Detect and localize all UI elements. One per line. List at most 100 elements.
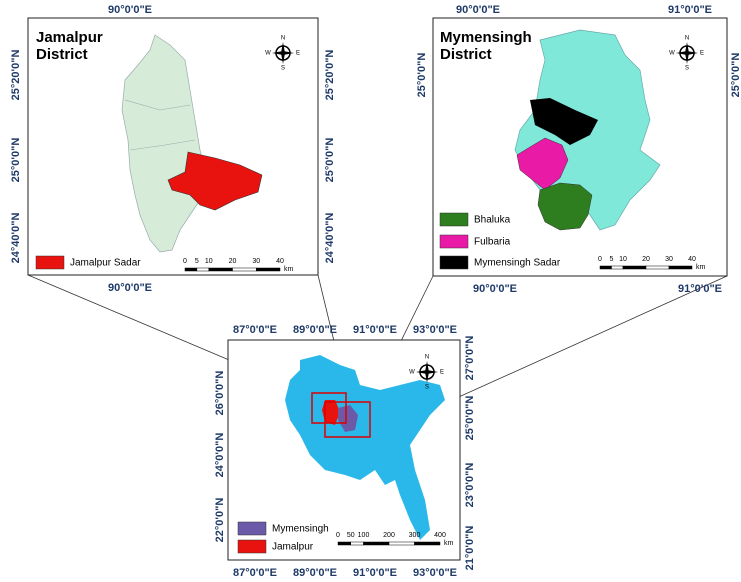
scale-bar-segment	[350, 541, 364, 546]
longitude-label: 89°0'0"E	[293, 324, 337, 336]
legend-swatch	[35, 255, 65, 270]
scale-label: 400	[434, 532, 446, 539]
legend-label: Fulbaria	[474, 237, 511, 248]
latitude-label: 25°0'0"N	[324, 138, 336, 183]
longitude-label: 87°0'0"E	[233, 567, 277, 579]
latitude-label: 27°0'0"N	[464, 336, 476, 381]
compass-letter: S	[281, 66, 285, 72]
scale-unit: km	[444, 540, 454, 547]
scale-label: 300	[409, 532, 421, 539]
mymensingh-sadar	[530, 98, 598, 145]
scale-label: 0	[336, 532, 340, 539]
compass-letter: S	[685, 66, 689, 72]
inset-box	[324, 401, 371, 438]
compass-letter: W	[409, 370, 415, 376]
scale-bar-segment	[645, 265, 670, 270]
legend-label: Bhaluka	[474, 215, 511, 226]
scale-label: 10	[205, 258, 213, 265]
latitude-label: 26°0'0"N	[214, 371, 226, 416]
latitude-label: 25°0'0"N	[10, 138, 22, 183]
longitude-label: 91°0'0"E	[353, 324, 397, 336]
scale-bar-segment	[337, 541, 351, 546]
compass-arrow	[272, 42, 294, 64]
scale-bar-segment	[622, 265, 647, 270]
jamalpur-area	[322, 400, 340, 425]
latitude-label: 22°0'0"N	[214, 498, 226, 543]
scale-bar-segment	[232, 267, 257, 272]
latitude-label: 21°0'0"N	[464, 526, 476, 571]
inset-box	[311, 392, 347, 424]
longitude-label: 90°0'0"E	[473, 283, 517, 295]
legend-swatch	[439, 234, 469, 249]
scale-bar-segment	[599, 265, 612, 270]
longitude-label: 91°0'0"E	[678, 283, 722, 295]
scale-unit: km	[696, 264, 706, 271]
legend-label: Mymensingh Sadar	[474, 258, 561, 269]
latitude-label: 25°0'0"N	[416, 53, 428, 98]
scale-label: 5	[195, 258, 199, 265]
latitude-label: 23°0'0"N	[464, 463, 476, 508]
scale-label: 10	[619, 256, 627, 263]
latitude-label: 25°0'0"N	[464, 396, 476, 441]
longitude-label: 91°0'0"E	[353, 567, 397, 579]
legend-label: Mymensingh	[272, 524, 329, 535]
mymensingh-area	[338, 405, 358, 432]
scale-bar-segment	[208, 267, 233, 272]
scale-label: 0	[183, 258, 187, 265]
longitude-label: 90°0'0"E	[108, 282, 152, 294]
compass-letter: S	[425, 385, 429, 391]
latitude-label: 25°0'0"N	[730, 53, 741, 98]
compass-letter: N	[281, 36, 285, 42]
longitude-label: 93°0'0"E	[413, 567, 457, 579]
subdistrict-border	[129, 139, 196, 151]
scale-label: 100	[358, 532, 370, 539]
scale-bar-segment	[611, 265, 624, 270]
compass-arrow	[676, 42, 698, 64]
legend-label: Jamalpur Sadar	[70, 258, 141, 269]
scale-label: 20	[642, 256, 650, 263]
compass-letter: N	[685, 36, 689, 42]
legend-label: Jamalpur	[272, 542, 314, 553]
legend-swatch	[237, 539, 267, 554]
legend-swatch	[439, 255, 469, 270]
legend-swatch	[439, 212, 469, 227]
compass-letter: E	[296, 51, 300, 57]
panel-title: District	[440, 46, 492, 63]
scale-bar-segment	[388, 541, 415, 546]
scale-label: 40	[276, 258, 284, 265]
compass-letter: N	[425, 355, 429, 361]
district-shape	[121, 34, 206, 253]
scale-unit: km	[284, 266, 294, 273]
latitude-label: 25°20'0"N	[324, 50, 336, 101]
compass-letter: E	[700, 51, 704, 57]
longitude-label: 90°0'0"E	[456, 4, 500, 16]
scale-label: 50	[347, 532, 355, 539]
jamalpur-sadar	[167, 151, 263, 211]
scale-label: 5	[610, 256, 614, 263]
latitude-label: 24°40'0"N	[324, 213, 336, 264]
panel-title: District	[36, 46, 88, 63]
subdistrict-border	[124, 99, 191, 111]
scale-label: 0	[598, 256, 602, 263]
bhaluka	[537, 182, 593, 231]
compass-letter: W	[265, 51, 271, 57]
longitude-label: 93°0'0"E	[413, 324, 457, 336]
legend-swatch	[237, 521, 267, 536]
scale-bar-segment	[363, 541, 390, 546]
scale-label: 30	[252, 258, 260, 265]
scale-label: 200	[383, 532, 395, 539]
longitude-label: 90°0'0"E	[108, 4, 152, 16]
compass-letter: E	[440, 370, 444, 376]
panel-title: Jamalpur	[36, 29, 103, 46]
scale-label: 30	[665, 256, 673, 263]
latitude-label: 25°20'0"N	[10, 50, 22, 101]
scale-bar-segment	[184, 267, 198, 272]
latitude-label: 24°0'0"N	[214, 433, 226, 478]
latitude-label: 24°40'0"N	[10, 213, 22, 264]
scale-bar-segment	[196, 267, 209, 272]
longitude-label: 91°0'0"E	[668, 4, 712, 16]
scale-bar-segment	[256, 267, 281, 272]
scale-label: 40	[688, 256, 696, 263]
scale-label: 20	[229, 258, 237, 265]
